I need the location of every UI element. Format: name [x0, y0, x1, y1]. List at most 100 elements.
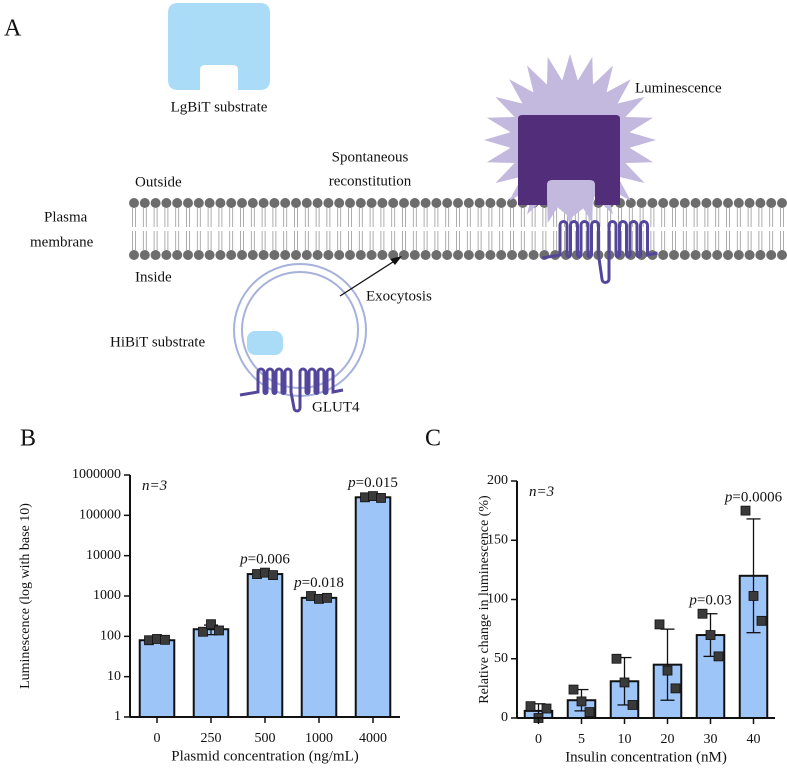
- lipid-head: [388, 250, 399, 260]
- lipid-head: [226, 198, 237, 208]
- p-value: p=0.018: [293, 575, 344, 591]
- data-point: [268, 570, 278, 580]
- lipid-head: [269, 250, 280, 260]
- data-point: [662, 665, 673, 676]
- lipid-head: [226, 250, 237, 260]
- y-tick-label: 50: [494, 651, 508, 666]
- lipid-head: [669, 250, 679, 260]
- lipid-head: [172, 250, 183, 260]
- lipid-head: [701, 198, 712, 208]
- lipid-head: [323, 198, 334, 208]
- bar: [246, 573, 284, 718]
- lipid-head: [388, 198, 399, 208]
- lgbit-label: LgBiT substrate: [171, 99, 268, 115]
- lipid-head: [345, 198, 355, 208]
- lipid-head: [723, 198, 733, 208]
- lipid-head: [355, 250, 366, 260]
- lipid-head: [679, 250, 690, 260]
- lipid-head: [647, 198, 658, 208]
- lipid-head: [215, 250, 226, 260]
- x-tick-label: 5: [578, 732, 585, 747]
- glut4-membrane: [541, 220, 658, 284]
- lipid-head: [345, 250, 355, 260]
- lipid-head: [150, 198, 161, 208]
- lipid-head: [733, 250, 744, 260]
- data-point: [206, 619, 216, 630]
- data-point: [611, 653, 622, 664]
- lipid-head: [291, 250, 301, 260]
- exocytosis-label: Exocytosis: [366, 288, 432, 304]
- lipid-head: [528, 250, 539, 260]
- x-axis-label: Insulin concentration (nM): [565, 749, 727, 765]
- membrane: [129, 198, 787, 260]
- luminescence-label: Luminescence: [635, 80, 722, 96]
- y-tick-label: 10: [107, 669, 121, 684]
- lipid-head: [280, 250, 291, 260]
- membrane-label: Plasma: [44, 209, 88, 225]
- lipid-head: [366, 250, 377, 260]
- data-point: [376, 493, 386, 503]
- x-tick-label: 250: [201, 731, 222, 746]
- x-tick-label: 10: [618, 732, 632, 747]
- lipid-head: [258, 250, 269, 260]
- membrane-label: membrane: [30, 234, 94, 250]
- lipid-head: [204, 250, 215, 260]
- lipid-head: [237, 198, 247, 208]
- lipid-head: [150, 250, 161, 260]
- lipid-head: [766, 250, 777, 260]
- data-point: [756, 615, 767, 626]
- sample-size: n=3: [142, 478, 167, 494]
- lipid-head: [636, 198, 647, 208]
- lipid-head: [377, 250, 388, 260]
- arrow-head: [390, 256, 402, 265]
- lipid-head: [669, 198, 679, 208]
- lipid-head: [474, 250, 485, 260]
- y-tick-label: 100000: [79, 508, 121, 523]
- lipid-head: [777, 198, 787, 208]
- lipid-head: [312, 250, 323, 260]
- p-value: p=0.015: [347, 476, 398, 492]
- data-point: [160, 634, 170, 645]
- lipid-head: [463, 198, 474, 208]
- hibit-label: HiBiT substrate: [110, 334, 205, 350]
- reconstitution-label: Spontaneous: [332, 149, 409, 165]
- y-tick-label: 1000: [93, 588, 121, 603]
- p-value: p=0.0006: [724, 490, 783, 506]
- lipid-head: [183, 198, 193, 208]
- panel-label: A: [4, 16, 22, 42]
- lipid-head: [474, 198, 485, 208]
- lgbit-bound: [518, 115, 620, 205]
- data-point: [584, 707, 595, 717]
- lipid-head: [420, 198, 431, 208]
- x-tick-label: 4000: [359, 731, 387, 746]
- data-point: [576, 696, 587, 707]
- p-value: p=0.03: [688, 593, 731, 609]
- x-tick-label: 30: [704, 732, 718, 747]
- reconstitution-label: reconstitution: [329, 173, 412, 189]
- lipid-head: [755, 198, 766, 208]
- data-point: [525, 701, 536, 712]
- y-tick-label: 0: [501, 710, 508, 725]
- lipid-head: [247, 198, 258, 208]
- lipid-head: [712, 250, 723, 260]
- lipid-head: [409, 198, 420, 208]
- diagram: A LgBiT substrate Luminescence Spontaneo…: [4, 3, 787, 415]
- lipid-head: [399, 198, 409, 208]
- lipid-head: [496, 250, 507, 260]
- data-point: [697, 608, 708, 619]
- data-point: [214, 625, 224, 636]
- lipid-head: [139, 250, 150, 260]
- lipid-head: [679, 198, 690, 208]
- lipid-head: [463, 250, 474, 260]
- data-point: [541, 703, 552, 714]
- lipid-head: [507, 250, 517, 260]
- bar: [354, 496, 392, 719]
- x-axis-label: Plasmid concentration (ng/mL): [171, 748, 358, 764]
- lipid-head: [690, 198, 701, 208]
- y-tick-label: 200: [487, 473, 508, 488]
- lipid-head: [485, 250, 496, 260]
- y-axis-label: Relative change in luminescence (%): [477, 495, 492, 704]
- data-point: [322, 592, 332, 603]
- data-point: [619, 677, 630, 688]
